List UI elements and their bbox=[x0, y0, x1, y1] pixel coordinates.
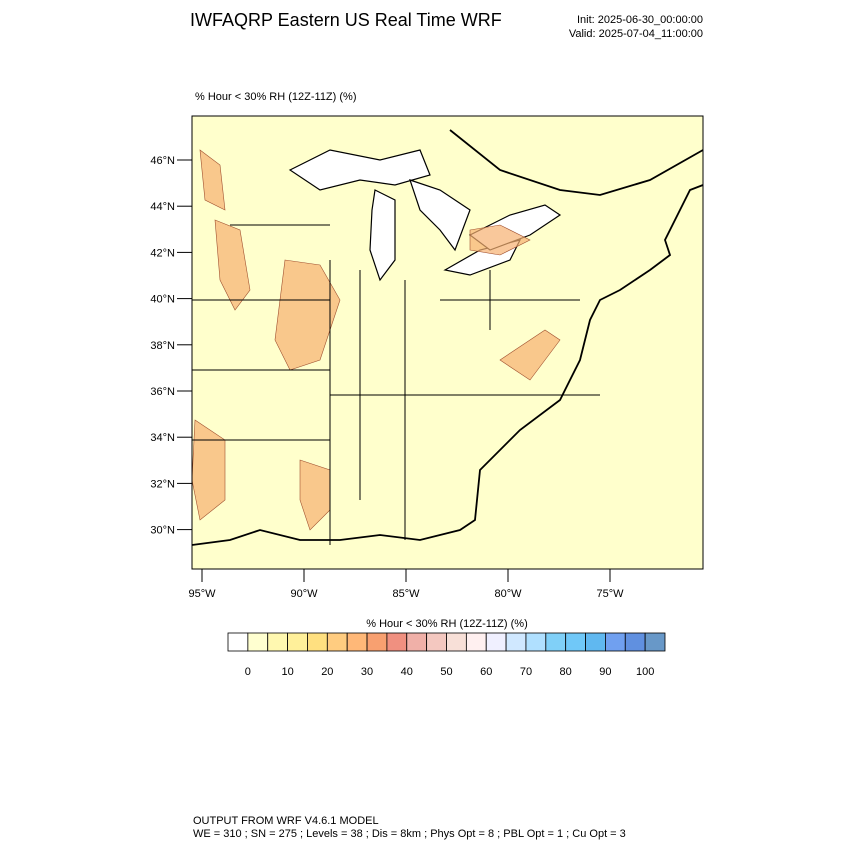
colorbar-label: 10 bbox=[281, 666, 293, 678]
init-time: Init: 2025-06-30_00:00:00 bbox=[577, 14, 703, 26]
colorbar-label: 90 bbox=[599, 666, 611, 678]
title: IWFAQRP Eastern US Real Time WRF bbox=[190, 10, 502, 30]
colorbar-box bbox=[267, 632, 288, 652]
map-frame bbox=[191, 115, 704, 570]
colorbar-box bbox=[406, 632, 428, 652]
lon-label: 75°W bbox=[596, 588, 624, 600]
colorbar-box bbox=[585, 632, 606, 652]
map bbox=[191, 115, 704, 570]
lat-label: 46°N bbox=[150, 155, 175, 167]
colorbar-box bbox=[525, 632, 547, 652]
colorbar-title: % Hour < 30% RH (12Z-11Z) (%) bbox=[366, 618, 527, 630]
colorbar-label: 20 bbox=[321, 666, 333, 678]
lat-label: 34°N bbox=[150, 432, 175, 444]
colorbar-label: 30 bbox=[361, 666, 373, 678]
colorbar-box bbox=[465, 632, 487, 652]
colorbar-box bbox=[227, 632, 249, 652]
colorbar-box bbox=[386, 632, 408, 652]
colorbar-box bbox=[545, 632, 567, 652]
colorbar-box bbox=[366, 632, 388, 652]
lat-label: 32°N bbox=[150, 478, 175, 490]
colorbar-box bbox=[247, 632, 269, 652]
colorbar-box bbox=[485, 632, 507, 652]
colorbar-box bbox=[287, 632, 308, 652]
state-borders bbox=[192, 224, 600, 545]
shaded-areas bbox=[191, 149, 561, 531]
colorbar-label: 0 bbox=[245, 666, 251, 678]
colorbar-box bbox=[326, 632, 348, 652]
lat-label: 44°N bbox=[150, 201, 175, 213]
colorbar-label: 100 bbox=[636, 666, 654, 678]
lat-label: 36°N bbox=[150, 386, 175, 398]
colorbar-label: 50 bbox=[440, 666, 452, 678]
lon-label: 95°W bbox=[188, 588, 216, 600]
colorbar-box bbox=[605, 632, 626, 652]
lat-label: 38°N bbox=[150, 340, 175, 352]
colorbar-box bbox=[446, 632, 467, 652]
map-subtitle: % Hour < 30% RH (12Z-11Z) (%) bbox=[195, 91, 356, 103]
lat-label: 40°N bbox=[150, 294, 175, 306]
footer-line: OUTPUT FROM WRF V4.6.1 MODEL bbox=[193, 815, 379, 827]
colorbar-box bbox=[346, 632, 368, 652]
colorbar-label: 70 bbox=[520, 666, 532, 678]
lon-label: 90°W bbox=[290, 588, 318, 600]
colorbar-label: 40 bbox=[401, 666, 413, 678]
colorbar-label: 60 bbox=[480, 666, 492, 678]
coastline bbox=[191, 129, 704, 546]
footer-line: WE = 310 ; SN = 275 ; Levels = 38 ; Dis … bbox=[193, 828, 626, 840]
colorbar-box bbox=[307, 632, 328, 652]
colorbar-box bbox=[426, 632, 447, 652]
colorbar-box bbox=[624, 632, 646, 652]
map-background bbox=[192, 116, 703, 569]
colorbar-box bbox=[644, 632, 666, 652]
colorbar-label: 80 bbox=[560, 666, 572, 678]
colorbar-box bbox=[505, 632, 527, 652]
lon-label: 80°W bbox=[494, 588, 522, 600]
valid-time: Valid: 2025-07-04_11:00:00 bbox=[569, 28, 703, 40]
lon-label: 85°W bbox=[392, 588, 420, 600]
lat-label: 30°N bbox=[150, 525, 175, 537]
lat-label: 42°N bbox=[150, 247, 175, 259]
colorbar-box bbox=[565, 632, 586, 652]
